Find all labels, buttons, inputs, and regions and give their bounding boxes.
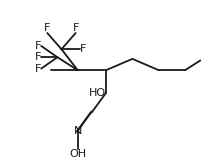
Text: F: F bbox=[44, 23, 50, 33]
Text: F: F bbox=[35, 41, 41, 51]
Text: F: F bbox=[35, 64, 41, 74]
Text: N: N bbox=[73, 126, 82, 136]
Text: OH: OH bbox=[69, 149, 86, 159]
Text: HO: HO bbox=[89, 88, 106, 98]
Text: F: F bbox=[72, 23, 79, 33]
Text: F: F bbox=[35, 52, 41, 62]
Text: F: F bbox=[80, 44, 86, 54]
